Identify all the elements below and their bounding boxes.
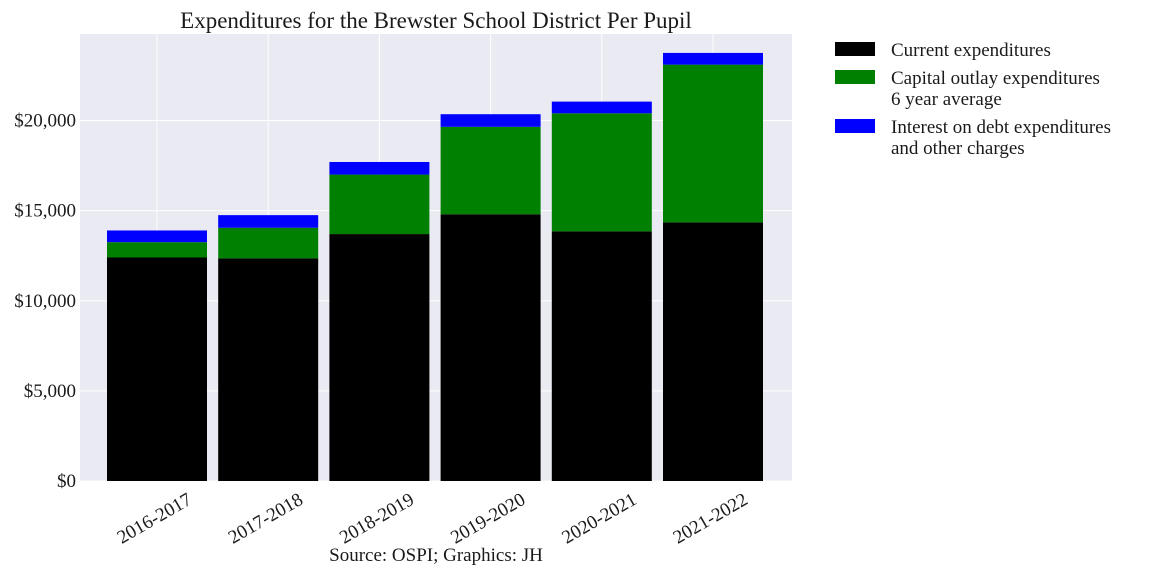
y-tick-label: $10,000 (14, 291, 76, 312)
x-tick-label: 2020-2021 (559, 489, 641, 548)
legend-label-0: Current expenditures (891, 40, 1051, 61)
y-tick-label: $5,000 (24, 381, 76, 402)
y-tick-label: $15,000 (14, 201, 76, 222)
x-tick-label: 2017-2018 (225, 489, 307, 548)
legend-swatch-1 (835, 70, 875, 84)
legend-label-1: 6 year average (891, 89, 1002, 110)
bar-2018-2019-series-1 (329, 174, 430, 235)
bars (107, 52, 763, 481)
bar-2021-2022-series-1 (663, 64, 763, 223)
bar-2019-2020-series-0 (440, 214, 541, 481)
y-axis: $0 $5,000 $10,000 $15,000 $20,000 (14, 111, 76, 492)
bar-2019-2020-series-1 (440, 126, 541, 215)
source-note: Source: OSPI; Graphics: JH (329, 545, 543, 566)
chart-title: Expenditures for the Brewster School Dis… (180, 8, 692, 33)
bar-2016-2017-series-0 (107, 257, 207, 481)
x-tick-label: 2016-2017 (114, 489, 196, 548)
legend-label-1: Capital outlay expenditures (891, 68, 1100, 89)
legend-label-2: and other charges (891, 138, 1025, 159)
x-axis: 2016-2017 2017-2018 2018-2019 2019-2020 2020… (114, 489, 752, 548)
bar-2020-2021-series-0 (551, 231, 652, 481)
x-tick-label: 2021-2022 (670, 489, 752, 548)
y-tick-label: $0 (57, 471, 76, 492)
legend: Current expenditures Capital outlay expen… (835, 40, 1111, 159)
bar-2016-2017-series-1 (107, 242, 207, 258)
bar-2019-2020-series-2 (440, 114, 541, 127)
bar-2017-2018-series-1 (218, 227, 319, 259)
bar-2021-2022-series-2 (663, 52, 763, 65)
x-tick-label: 2018-2019 (336, 489, 418, 548)
bar-2016-2017-series-2 (107, 230, 207, 243)
bar-2017-2018-series-0 (218, 258, 319, 481)
bar-2021-2022-series-0 (663, 222, 763, 481)
bar-2020-2021-series-1 (551, 113, 652, 232)
legend-label-2: Interest on debt expenditures (891, 117, 1111, 138)
bar-2017-2018-series-2 (218, 215, 319, 228)
x-tick-label: 2019-2020 (447, 489, 529, 548)
legend-swatch-0 (835, 42, 875, 56)
y-tick-label: $20,000 (14, 111, 76, 132)
bar-2018-2019-series-2 (329, 161, 430, 175)
bar-2018-2019-series-0 (329, 234, 430, 481)
legend-swatch-2 (835, 119, 875, 133)
bar-2020-2021-series-2 (551, 101, 652, 114)
